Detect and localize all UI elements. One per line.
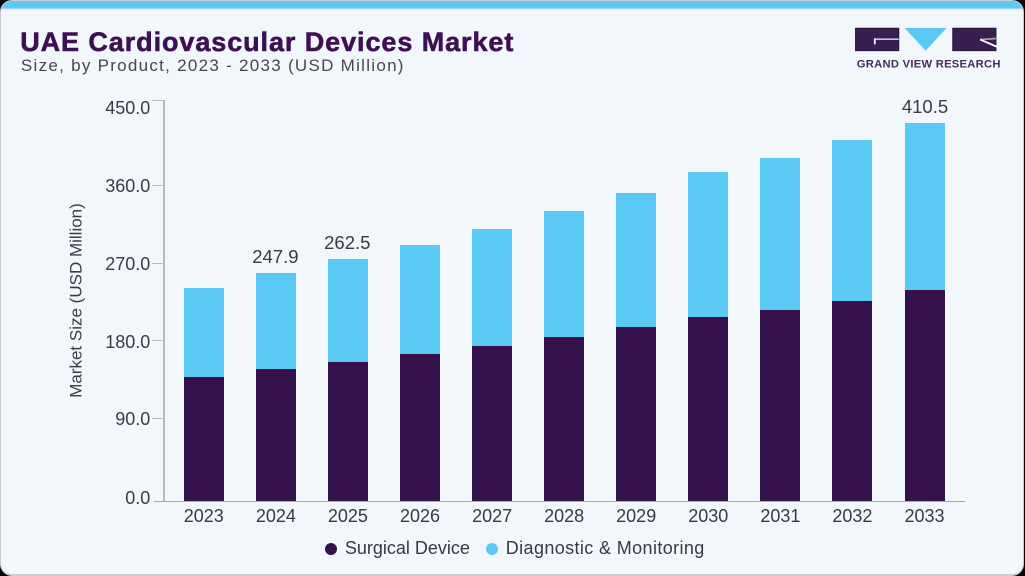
svg-text:GRAND VIEW RESEARCH: GRAND VIEW RESEARCH	[857, 59, 1001, 71]
